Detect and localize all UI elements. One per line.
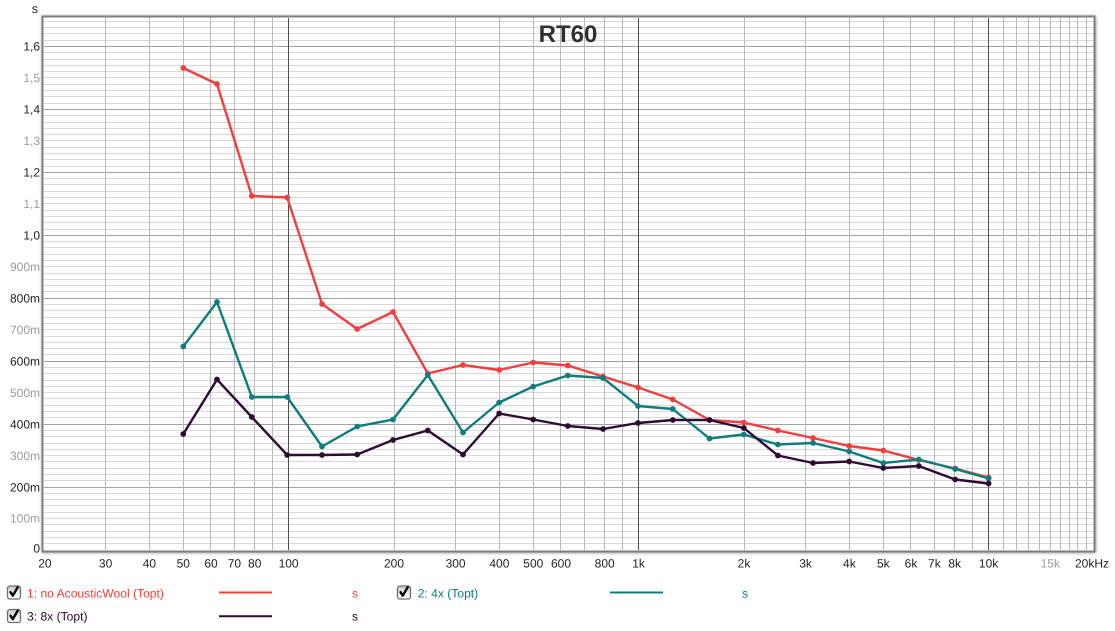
svg-text:400m: 400m <box>10 417 40 431</box>
svg-text:80: 80 <box>248 557 262 571</box>
svg-text:1,3: 1,3 <box>23 134 40 148</box>
svg-text:900m: 900m <box>10 260 40 274</box>
svg-text:20kHz: 20kHz <box>1075 557 1109 571</box>
svg-text:300m: 300m <box>10 449 40 463</box>
svg-text:s: s <box>742 586 748 600</box>
svg-text:RT60: RT60 <box>539 21 598 48</box>
svg-text:2k: 2k <box>738 557 752 571</box>
svg-text:4k: 4k <box>843 557 857 571</box>
svg-text:1,2: 1,2 <box>23 166 40 180</box>
svg-text:6k: 6k <box>905 557 919 571</box>
svg-text:700m: 700m <box>10 323 40 337</box>
svg-text:300: 300 <box>446 557 466 571</box>
svg-text:s: s <box>32 2 38 16</box>
svg-text:100m: 100m <box>10 512 40 526</box>
svg-text:7k: 7k <box>928 557 942 571</box>
svg-text:1,5: 1,5 <box>23 71 40 85</box>
svg-text:200: 200 <box>384 557 404 571</box>
svg-text:1,4: 1,4 <box>23 103 40 117</box>
svg-text:20: 20 <box>38 557 52 571</box>
svg-text:60: 60 <box>204 557 218 571</box>
svg-text:15k: 15k <box>1041 557 1061 571</box>
svg-text:500: 500 <box>523 557 543 571</box>
svg-text:800: 800 <box>595 557 615 571</box>
svg-text:800m: 800m <box>10 292 40 306</box>
svg-text:1,0: 1,0 <box>23 229 40 243</box>
svg-text:100: 100 <box>279 557 299 571</box>
svg-text:40: 40 <box>143 557 157 571</box>
svg-text:1,1: 1,1 <box>23 197 40 211</box>
svg-text:2: 4x (Topt): 2: 4x (Topt) <box>418 586 479 600</box>
svg-text:400: 400 <box>489 557 509 571</box>
svg-text:30: 30 <box>99 557 113 571</box>
svg-text:1k: 1k <box>632 557 646 571</box>
svg-text:0: 0 <box>33 542 40 556</box>
svg-text:200m: 200m <box>10 480 40 494</box>
svg-text:70: 70 <box>228 557 242 571</box>
svg-text:5k: 5k <box>877 557 891 571</box>
svg-text:600: 600 <box>551 557 571 571</box>
svg-text:3: 8x (Topt): 3: 8x (Topt) <box>27 609 88 623</box>
svg-text:8k: 8k <box>948 557 962 571</box>
svg-text:1,6: 1,6 <box>23 40 40 54</box>
svg-text:600m: 600m <box>10 354 40 368</box>
svg-text:3k: 3k <box>799 557 813 571</box>
svg-text:s: s <box>352 586 358 600</box>
svg-text:500m: 500m <box>10 386 40 400</box>
svg-text:50: 50 <box>177 557 191 571</box>
svg-text:s: s <box>352 609 358 623</box>
svg-text:10k: 10k <box>979 557 999 571</box>
svg-text:1: no AcousticWool (Topt): 1: no AcousticWool (Topt) <box>27 586 164 600</box>
